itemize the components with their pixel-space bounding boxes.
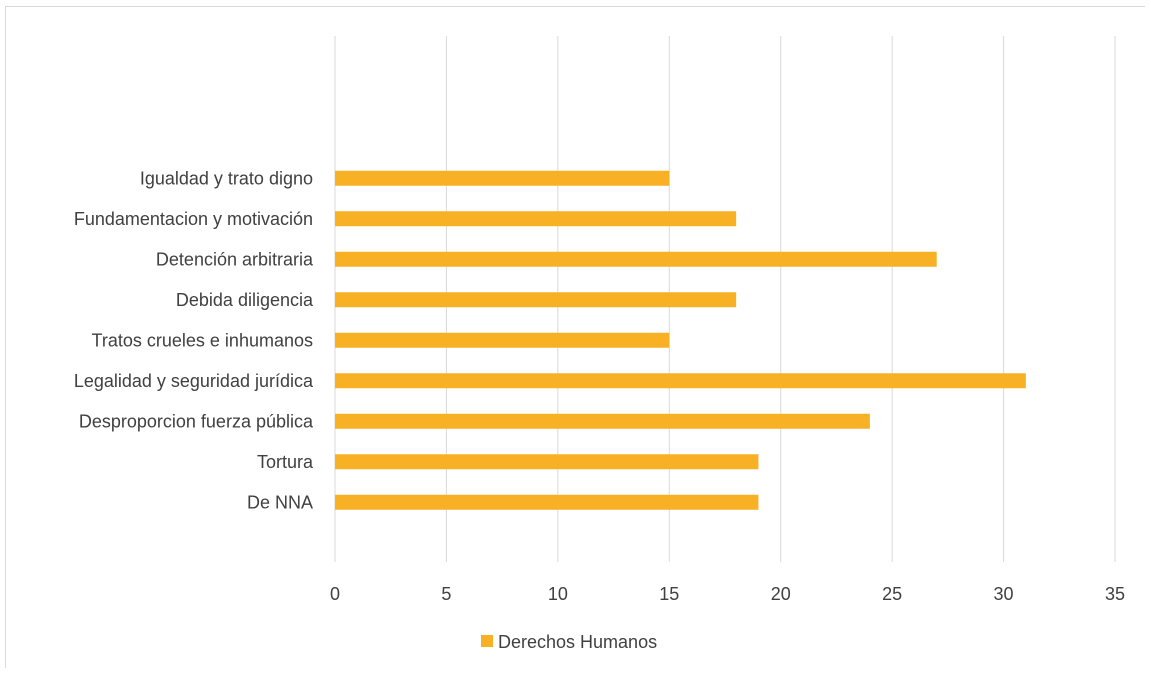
category-label: Detención arbitraria [156,249,314,269]
category-label: Legalidad y seguridad jurídica [74,371,314,391]
x-tick-label: 20 [771,584,791,604]
x-tick-label: 10 [548,584,568,604]
category-label: De NNA [247,492,313,512]
bar [335,373,1026,389]
x-tick-label: 0 [330,584,340,604]
bar [335,292,737,308]
bar [335,454,759,470]
bar [335,211,737,227]
x-tick-label: 5 [441,584,451,604]
legend: Derechos Humanos [481,632,657,652]
bar [335,170,670,186]
x-tick-label: 15 [659,584,679,604]
category-label: Tortura [257,452,314,472]
chart-frame [5,6,1145,668]
bar [335,494,759,510]
bar [335,251,937,267]
category-labels: Igualdad y trato digno Fundamentacion y m… [74,168,314,512]
category-label: Tratos crueles e inhumanos [92,330,313,350]
x-tick-label: 35 [1105,584,1125,604]
x-tick-label: 30 [994,584,1014,604]
x-tick-labels: 0 5 10 15 20 25 30 35 [330,584,1125,604]
legend-label: Derechos Humanos [498,632,657,652]
category-label: Debida diligencia [176,290,314,310]
legend-swatch [481,635,493,647]
x-tick-label: 25 [882,584,902,604]
category-label: Desproporcion fuerza pública [79,411,314,431]
bar [335,332,670,348]
category-label: Igualdad y trato digno [140,168,313,188]
bar [335,413,870,429]
category-label: Fundamentacion y motivación [74,209,313,229]
bars [335,170,1026,510]
